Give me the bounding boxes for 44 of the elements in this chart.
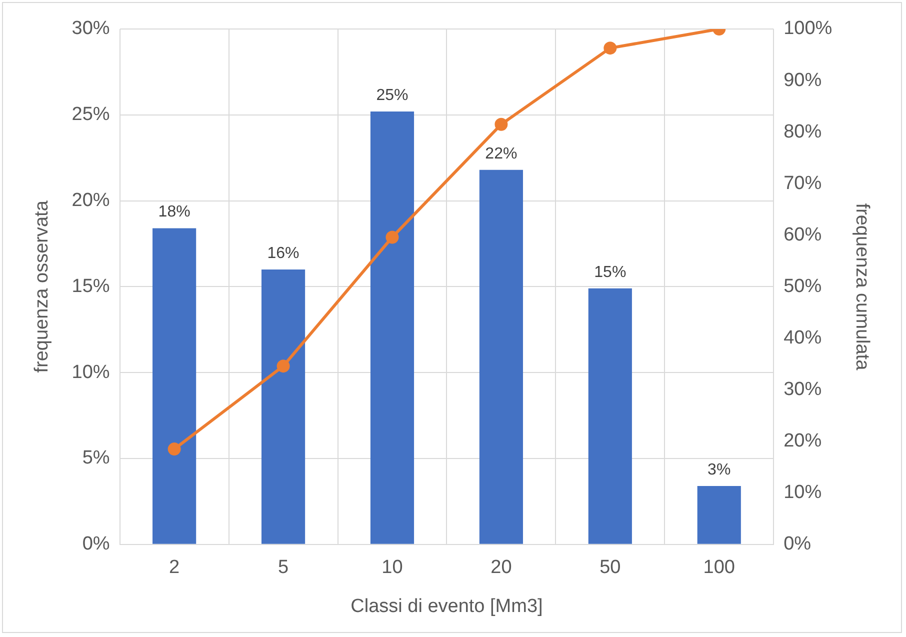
y2-tick-label: 50% <box>784 276 822 297</box>
y2-tick-label: 70% <box>784 172 822 194</box>
x-tick-label: 10 <box>382 557 403 578</box>
bar <box>370 111 414 544</box>
bar <box>152 228 196 544</box>
y-tick-label: 15% <box>72 276 110 297</box>
point <box>276 360 290 373</box>
bar <box>588 288 632 544</box>
bar <box>479 170 523 544</box>
x-axis-title: Classi di evento [Mm3] <box>350 596 543 617</box>
y-tick-label: 30% <box>72 18 110 40</box>
data-label: 18% <box>158 204 190 221</box>
y-tick-label: 5% <box>82 448 110 469</box>
x-tick-label: 5 <box>278 557 289 578</box>
data-label: 25% <box>376 86 408 104</box>
point <box>386 230 399 244</box>
y-tick-label: 25% <box>72 104 110 126</box>
data-label: 16% <box>267 244 300 262</box>
y2-tick-label: 100% <box>784 18 832 40</box>
x-tick-label: 100 <box>703 557 735 578</box>
x-tick-label: 50 <box>600 557 621 578</box>
x-tick-label: 20 <box>490 557 512 578</box>
bar <box>697 486 741 544</box>
y2-tick-label: 60% <box>784 224 822 246</box>
y2-tick-label: 0% <box>784 534 812 555</box>
y-axis-title: frequenza osservata <box>32 200 53 373</box>
y2-tick-label: 20% <box>784 430 822 452</box>
y2-tick-label: 90% <box>784 70 822 91</box>
bar <box>261 270 306 544</box>
y2-tick-label: 10% <box>784 482 822 504</box>
point <box>168 442 181 456</box>
y-tick-label: 10% <box>72 362 110 383</box>
data-label: 3% <box>708 461 731 478</box>
point <box>604 42 617 55</box>
data-label: 15% <box>594 264 626 281</box>
point <box>494 118 508 131</box>
y2-axis-title: frequenza cumulata <box>851 203 872 371</box>
y2-tick-label: 80% <box>784 121 822 142</box>
y2-tick-label: 40% <box>784 327 822 348</box>
data-label: 22% <box>485 145 518 162</box>
y2-tick-label: 30% <box>784 379 822 400</box>
x-tick-label: 2 <box>169 557 180 578</box>
y-tick-label: 20% <box>72 190 110 212</box>
y-tick-label: 0% <box>82 534 110 555</box>
